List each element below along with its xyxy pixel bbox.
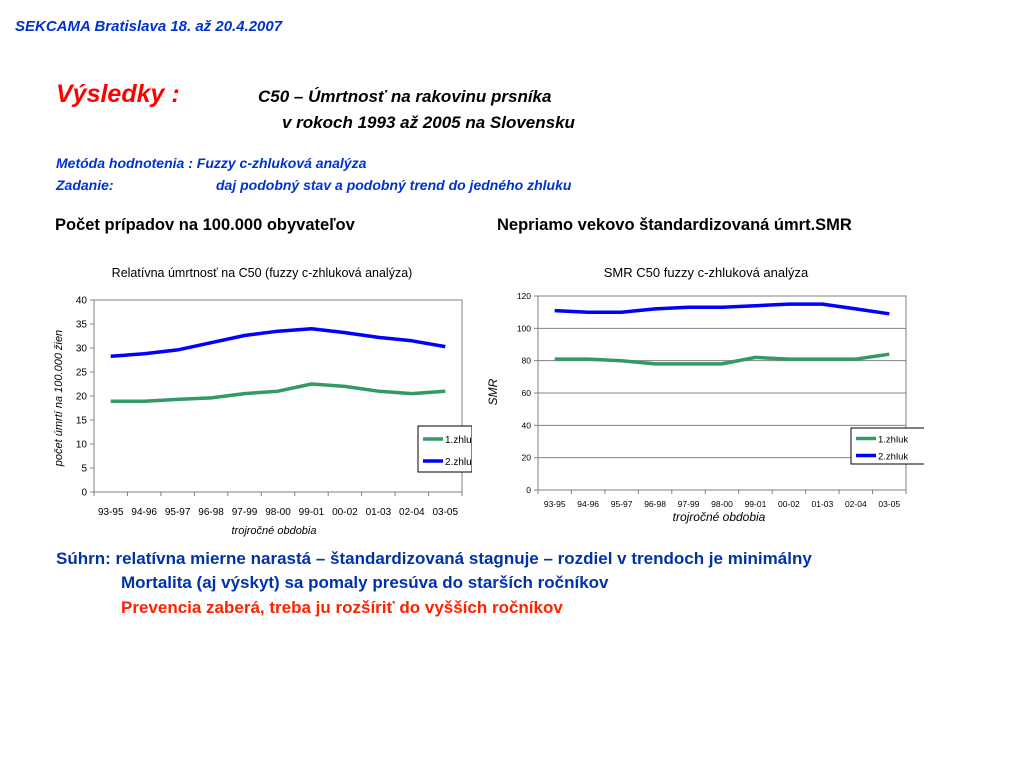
- left-chart-svg: Relatívna úmrtnosť na C50 (fuzzy c-zhluk…: [53, 266, 478, 537]
- task-label: Zadanie:: [56, 177, 114, 193]
- y-tick-label: 40: [522, 420, 532, 430]
- x-tick-label: 01-03: [366, 507, 392, 518]
- x-tick-label: 03-05: [878, 499, 900, 509]
- series-line-2: [110, 327, 446, 358]
- legend-label-2: 2.zhluk: [445, 457, 472, 468]
- left-chart: Relatívna úmrtnosť na C50 (fuzzy c-zhluk…: [52, 256, 478, 544]
- x-tick-label: 94-96: [577, 499, 599, 509]
- summary-line-2: Mortalita (aj výskyt) sa pomaly presúva …: [121, 573, 609, 592]
- title-line-1: C50 – Úmrtnosť na rakovinu prsníka: [258, 87, 552, 106]
- summary-line-1: Súhrn: relatívna mierne narastá – štanda…: [56, 549, 812, 568]
- y-axis-title: SMR: [486, 378, 500, 405]
- legend-label-1: 1.zhluk: [878, 435, 908, 446]
- legend-box: [850, 427, 927, 465]
- method-label: Metóda hodnotenia : Fuzzy c-zhluková ana…: [56, 155, 367, 171]
- left-heading: Počet prípadov na 100.000 obyvateľov: [55, 216, 355, 234]
- chart-title: SMR C50 fuzzy c-zhluková analýza: [604, 265, 809, 280]
- x-tick-label: 96-98: [644, 499, 666, 509]
- y-tick-label: 100: [517, 323, 531, 333]
- y-tick-label: 20: [76, 392, 88, 403]
- right-heading: Nepriamo vekovo štandardizovaná úmrt.SMR: [497, 216, 852, 234]
- chart-title: Relatívna úmrtnosť na C50 (fuzzy c-zhluk…: [112, 266, 413, 280]
- y-tick-label: 40: [76, 296, 88, 307]
- x-tick-label: 94-96: [131, 507, 157, 518]
- header-text: SEKCAMA Bratislava 18. až 20.4.2007: [15, 18, 283, 35]
- series-line-2: [554, 302, 890, 316]
- x-tick-label: 96-98: [198, 507, 224, 518]
- legend-label-2: 2.zhluk: [878, 452, 908, 463]
- series-line-1: [110, 382, 446, 404]
- results-label: Výsledky :: [56, 80, 180, 108]
- x-tick-label: 02-04: [845, 499, 867, 509]
- x-tick-label: 00-02: [332, 507, 358, 518]
- x-tick-label: 99-01: [299, 507, 325, 518]
- plot-area: [93, 299, 463, 493]
- x-tick-label: 02-04: [399, 507, 425, 518]
- y-tick-label: 120: [517, 291, 531, 301]
- x-tick-label: 98-00: [711, 499, 733, 509]
- x-tick-label: 95-97: [165, 507, 191, 518]
- task-value: daj podobný stav a podobný trend do jedn…: [216, 177, 572, 193]
- right-chart: SMR C50 fuzzy c-zhluková analýza 0 20 40 60 8…: [484, 256, 927, 526]
- y-tick-label: 35: [76, 320, 88, 331]
- summary-line-3: Prevencia zaberá, treba ju rozšíriť do v…: [121, 598, 563, 617]
- y-tick-label: 30: [76, 344, 88, 355]
- x-tick-label: 93-95: [98, 507, 124, 518]
- y-tick-label: 5: [81, 464, 87, 475]
- x-tick-label: 97-99: [232, 507, 258, 518]
- series-line-1: [554, 352, 890, 366]
- y-tick-label: 25: [76, 368, 88, 379]
- x-tick-label: 03-05: [432, 507, 458, 518]
- x-tick-label: 00-02: [778, 499, 800, 509]
- x-tick-label: 99-01: [745, 499, 767, 509]
- x-tick-label: 01-03: [811, 499, 833, 509]
- y-tick-label: 15: [76, 416, 88, 427]
- x-tick-label: 93-95: [544, 499, 566, 509]
- right-chart-svg: SMR C50 fuzzy c-zhluková analýza 0 20 40 60 8…: [486, 265, 927, 524]
- legend-label-1: 1.zhluk: [445, 435, 472, 446]
- y-axis-title: počet úmrtí na 100.000 žien: [53, 330, 65, 467]
- x-axis-title: trojročné obdobia: [231, 525, 316, 537]
- y-tick-label: 0: [526, 485, 531, 495]
- x-tick-label: 97-99: [678, 499, 700, 509]
- x-tick-label: 95-97: [611, 499, 633, 509]
- x-tick-label: 98-00: [265, 507, 291, 518]
- y-tick-label: 80: [522, 356, 532, 366]
- x-axis-title: trojročné obdobia: [673, 510, 766, 524]
- y-tick-label: 60: [522, 388, 532, 398]
- y-tick-label: 0: [81, 488, 87, 499]
- y-tick-label: 20: [522, 453, 532, 463]
- title-line-2: v rokoch 1993 až 2005 na Slovensku: [282, 113, 575, 132]
- y-tick-label: 10: [76, 440, 88, 451]
